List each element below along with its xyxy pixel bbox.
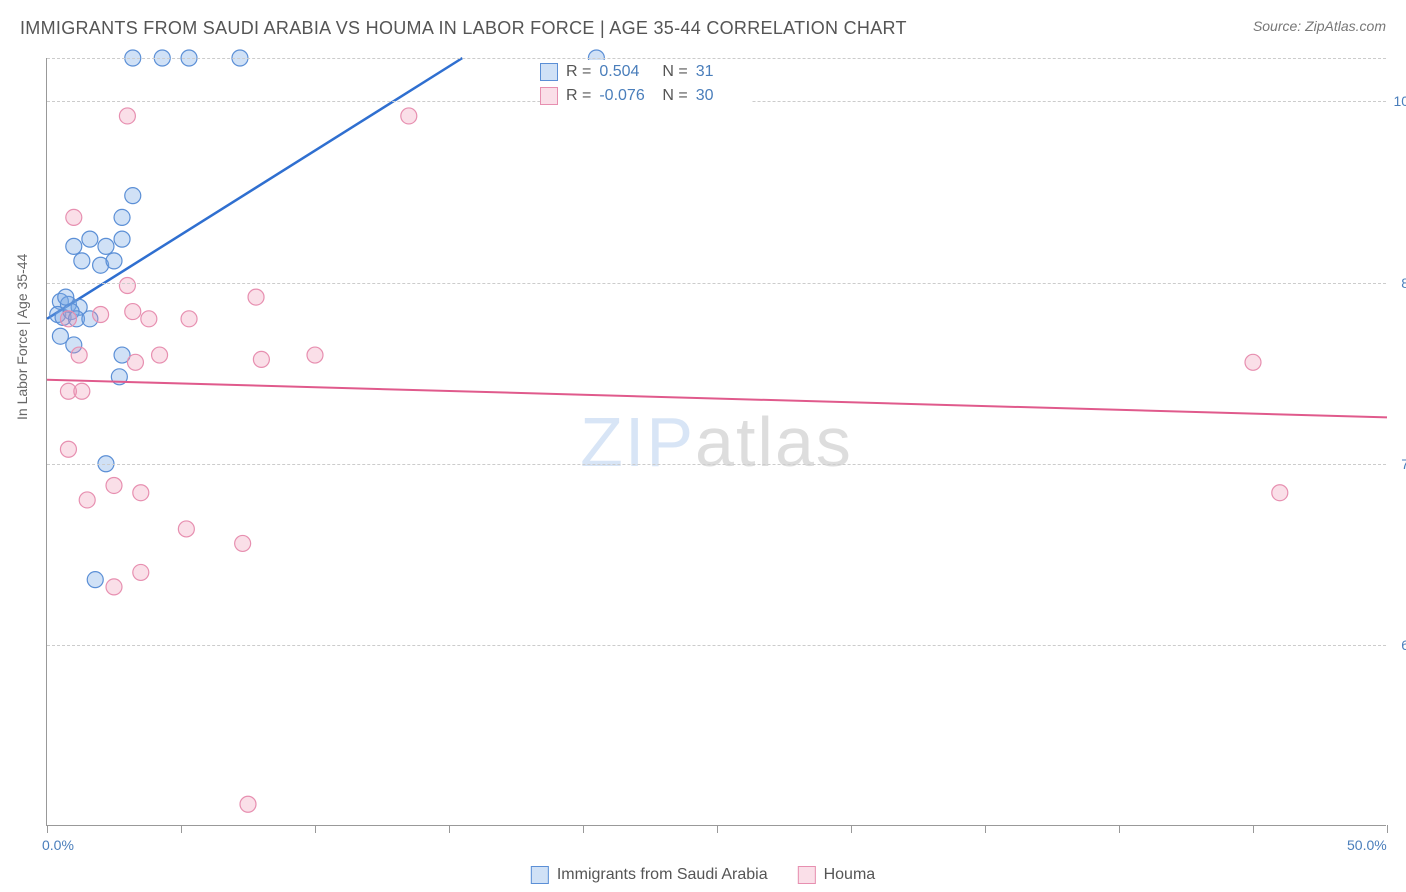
x-tick [1119,825,1120,833]
stats-row: R = -0.076 N = 30 [540,84,751,108]
data-point-houma [74,383,90,399]
x-tick-label: 0.0% [42,837,74,853]
x-tick [717,825,718,833]
data-point-houma [71,347,87,363]
data-point-saudi [74,253,90,269]
n-value: 30 [696,87,751,105]
x-tick-label: 50.0% [1347,837,1387,853]
data-point-houma [235,535,251,551]
y-tick-label: 62.5% [1401,637,1406,653]
r-label: R = [566,87,591,105]
scatter-svg [47,58,1386,825]
data-point-houma [307,347,323,363]
stats-row: R = 0.504 N = 31 [540,60,751,84]
data-point-saudi [58,289,74,305]
data-point-houma [60,311,76,327]
data-point-houma [401,108,417,124]
legend-swatch [540,63,558,81]
data-point-houma [125,304,141,320]
legend-swatch [798,866,816,884]
data-point-saudi [114,209,130,225]
gridline [47,58,1386,59]
plot-area: ZIPatlas 62.5%75.0%87.5%100.0%0.0%50.0% [46,58,1386,826]
source-label: Source: ZipAtlas.com [1253,18,1386,34]
x-tick [315,825,316,833]
data-point-houma [181,311,197,327]
x-tick [181,825,182,833]
data-point-saudi [125,188,141,204]
x-tick [1387,825,1388,833]
data-point-houma [152,347,168,363]
legend-swatch [531,866,549,884]
legend-label: Immigrants from Saudi Arabia [557,866,768,884]
data-point-houma [1272,485,1288,501]
data-point-houma [119,108,135,124]
data-point-houma [133,564,149,580]
data-point-saudi [87,572,103,588]
data-point-saudi [82,231,98,247]
data-point-houma [79,492,95,508]
stats-legend: R = 0.504 N = 31 R = -0.076 N = 30 [540,60,751,108]
legend-label: Houma [824,866,876,884]
gridline [47,645,1386,646]
trend-line-houma [47,380,1387,418]
data-point-houma [106,477,122,493]
r-label: R = [566,63,591,81]
x-tick [985,825,986,833]
gridline [47,283,1386,284]
chart-title: IMMIGRANTS FROM SAUDI ARABIA VS HOUMA IN… [20,18,907,39]
data-point-saudi [98,238,114,254]
y-tick-label: 100.0% [1394,93,1406,109]
n-label: N = [662,63,687,81]
n-value: 31 [696,63,751,81]
legend-item: Immigrants from Saudi Arabia [531,866,768,884]
x-tick [449,825,450,833]
data-point-saudi [66,238,82,254]
data-point-saudi [106,253,122,269]
data-point-houma [133,485,149,501]
legend-swatch [540,87,558,105]
y-tick-label: 75.0% [1401,456,1406,472]
data-point-houma [240,796,256,812]
r-value: 0.504 [599,63,654,81]
x-tick [1253,825,1254,833]
x-tick [583,825,584,833]
data-point-saudi [114,231,130,247]
legend-item: Houma [798,866,876,884]
data-point-houma [178,521,194,537]
data-point-houma [253,351,269,367]
data-point-houma [66,209,82,225]
data-point-houma [1245,354,1261,370]
x-tick [47,825,48,833]
data-point-houma [119,278,135,294]
r-value: -0.076 [599,87,654,105]
data-point-houma [106,579,122,595]
data-point-houma [248,289,264,305]
data-point-houma [93,306,109,322]
gridline [47,464,1386,465]
data-point-houma [127,354,143,370]
y-axis-title: In Labor Force | Age 35-44 [14,254,30,420]
data-point-houma [141,311,157,327]
series-legend: Immigrants from Saudi Arabia Houma [531,866,875,884]
x-tick [851,825,852,833]
trend-line-saudi [47,58,462,319]
y-tick-label: 87.5% [1401,275,1406,291]
title-bar: IMMIGRANTS FROM SAUDI ARABIA VS HOUMA IN… [20,18,1386,39]
data-point-houma [60,441,76,457]
n-label: N = [662,87,687,105]
